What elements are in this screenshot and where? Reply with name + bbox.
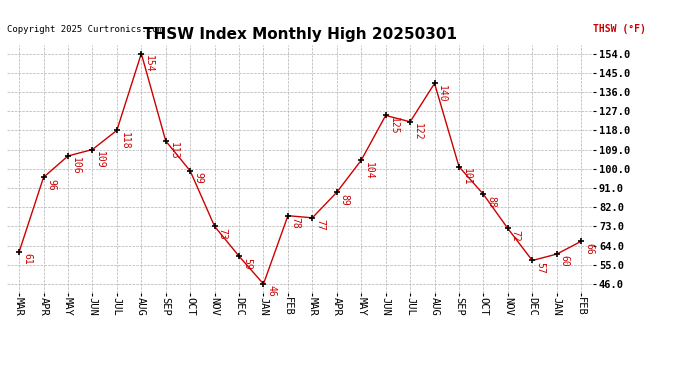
Text: 106: 106 xyxy=(71,158,81,175)
Text: 118: 118 xyxy=(119,132,130,149)
Text: 88: 88 xyxy=(486,196,496,207)
Text: THSW (°F): THSW (°F) xyxy=(593,24,647,34)
Text: 46: 46 xyxy=(266,285,276,297)
Text: 122: 122 xyxy=(413,123,423,141)
Text: 77: 77 xyxy=(315,219,325,231)
Text: Copyright 2025 Curtronics.com: Copyright 2025 Curtronics.com xyxy=(7,25,163,34)
Text: 109: 109 xyxy=(95,151,105,168)
Text: 113: 113 xyxy=(168,142,179,160)
Title: THSW Index Monthly High 20250301: THSW Index Monthly High 20250301 xyxy=(143,27,457,42)
Text: 57: 57 xyxy=(535,262,545,274)
Text: 140: 140 xyxy=(437,85,447,102)
Text: 99: 99 xyxy=(193,172,203,184)
Text: 72: 72 xyxy=(511,230,521,242)
Text: 78: 78 xyxy=(290,217,301,229)
Text: 96: 96 xyxy=(46,178,57,190)
Text: 154: 154 xyxy=(144,55,154,72)
Text: 89: 89 xyxy=(339,194,350,206)
Text: 66: 66 xyxy=(584,243,594,254)
Text: 61: 61 xyxy=(22,254,32,265)
Text: 60: 60 xyxy=(560,255,569,267)
Text: 104: 104 xyxy=(364,162,374,179)
Text: 59: 59 xyxy=(241,258,252,269)
Text: 73: 73 xyxy=(217,228,228,240)
Text: 125: 125 xyxy=(388,117,398,134)
Text: 101: 101 xyxy=(462,168,472,186)
